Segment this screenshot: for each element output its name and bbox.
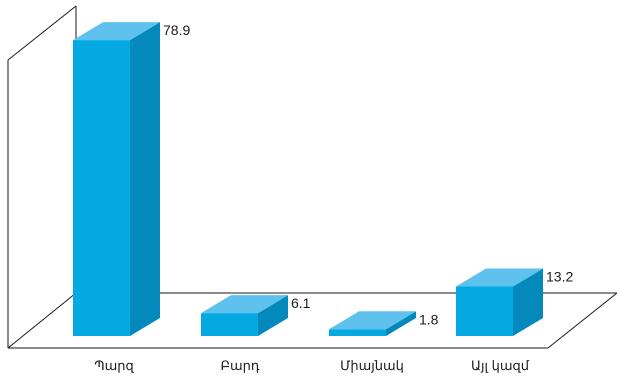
value-labels-group: 78.9 6.1 1.8 13.2 bbox=[163, 22, 573, 327]
bar-front-face bbox=[201, 313, 258, 336]
category-label: Պարզ bbox=[94, 358, 134, 373]
bar bbox=[456, 268, 543, 336]
bar-value-label: 78.9 bbox=[163, 22, 190, 38]
bar-side-face bbox=[258, 295, 288, 336]
bar-side-face bbox=[513, 268, 543, 336]
bar bbox=[201, 295, 288, 336]
bars-group bbox=[73, 22, 543, 336]
category-label: Միայնակ bbox=[340, 358, 404, 373]
bar-front-face bbox=[456, 286, 513, 336]
bar-value-label: 1.8 bbox=[419, 311, 439, 327]
bar-front-face bbox=[329, 329, 386, 336]
bar-side-face bbox=[386, 311, 416, 336]
bar-side-face bbox=[130, 22, 160, 336]
bar-front-face bbox=[73, 40, 130, 336]
bar bbox=[73, 22, 160, 336]
category-label: Բարդ bbox=[220, 358, 259, 373]
floor-left-edge bbox=[7, 292, 77, 349]
bar bbox=[329, 311, 416, 336]
bar-top-face bbox=[329, 311, 416, 330]
bar-value-label: 13.2 bbox=[546, 269, 573, 285]
category-label: Այլ կազմ bbox=[471, 358, 530, 373]
bar-top-face bbox=[73, 22, 160, 41]
bar-top-face bbox=[201, 295, 288, 314]
floor-right-edge bbox=[547, 292, 617, 349]
back-wall-top-edge bbox=[7, 5, 77, 61]
bar-value-label: 6.1 bbox=[291, 295, 311, 311]
category-labels-group: Պարզ Բարդ Միայնակ Այլ կազմ bbox=[94, 358, 530, 373]
bar-top-face bbox=[456, 268, 543, 287]
